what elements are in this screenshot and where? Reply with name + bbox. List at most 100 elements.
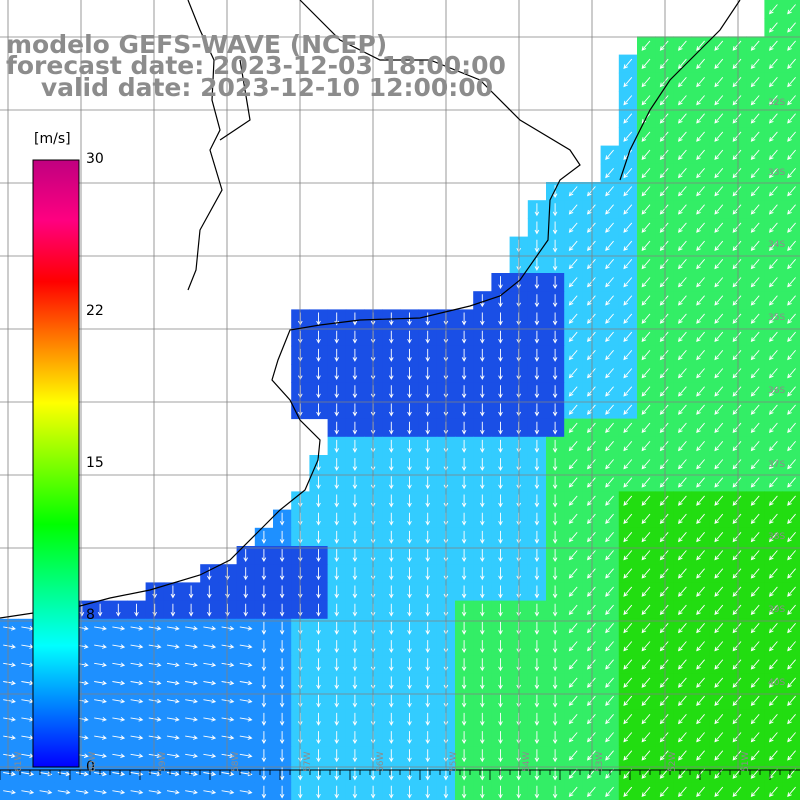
- wind-arrow: [498, 640, 503, 654]
- wind-arrow: [334, 567, 339, 581]
- wind-arrow: [552, 385, 558, 399]
- wind-arrow: [623, 113, 633, 124]
- wind-arrow: [586, 404, 596, 415]
- wind-arrow: [787, 313, 796, 324]
- wind-arrow: [732, 295, 742, 306]
- wind-arrow: [641, 277, 651, 288]
- wind-arrow: [750, 186, 760, 197]
- wind-arrow: [623, 604, 633, 616]
- wind-arrow: [623, 259, 633, 270]
- wind-arrow: [461, 785, 467, 799]
- wind-arrow: [768, 641, 778, 652]
- wind-arrow: [389, 567, 394, 581]
- wind-arrow: [641, 222, 651, 233]
- wind-arrow: [714, 586, 724, 597]
- wind-arrow: [696, 513, 705, 525]
- wind-arrow: [732, 40, 742, 51]
- wind-arrow: [696, 750, 705, 761]
- wind-arrow: [659, 149, 669, 161]
- wind-arrow: [112, 735, 126, 740]
- wind-arrow: [677, 168, 687, 179]
- wind-arrow: [568, 732, 578, 743]
- wind-arrow: [480, 676, 485, 690]
- wind-arrow: [148, 680, 162, 686]
- wind-arrow: [170, 585, 176, 599]
- wind-arrow: [334, 731, 339, 745]
- wind-arrow: [677, 368, 687, 379]
- wind-arrow: [714, 477, 724, 488]
- wind-arrow: [568, 404, 578, 415]
- wind-arrow: [641, 568, 651, 579]
- wind-arrow: [623, 331, 633, 343]
- wind-arrow: [787, 568, 796, 579]
- wind-arrow: [787, 732, 796, 743]
- wind-arrow: [732, 277, 742, 288]
- wind-arrow: [787, 714, 796, 725]
- wind-arrow: [534, 712, 540, 726]
- wind-arrow: [605, 295, 614, 306]
- wind-arrow: [641, 386, 651, 397]
- wind-arrow: [732, 659, 742, 670]
- wind-arrow: [316, 712, 321, 726]
- wind-arrow: [552, 658, 558, 672]
- wind-arrow: [498, 421, 503, 435]
- lon-label: 51W: [741, 751, 751, 772]
- wind-arrow: [623, 532, 633, 543]
- wind-arrow: [787, 295, 796, 306]
- wind-arrow: [112, 644, 126, 649]
- wind-arrow: [677, 550, 687, 561]
- wind-arrow: [696, 186, 705, 197]
- wind-arrow: [787, 386, 796, 397]
- wind-arrow: [768, 58, 778, 70]
- wind-arrow: [750, 222, 760, 233]
- wind-arrow: [677, 40, 687, 51]
- wind-arrow: [239, 717, 253, 722]
- wind-arrow: [714, 204, 724, 215]
- wind-arrow: [623, 404, 633, 415]
- wind-arrow: [461, 421, 467, 435]
- wind-arrow: [732, 204, 742, 215]
- wind-arrow: [732, 732, 742, 743]
- wind-arrow: [334, 348, 339, 362]
- wind-arrow: [461, 348, 467, 362]
- wind-arrow: [623, 495, 633, 506]
- wind-arrow: [732, 168, 742, 179]
- wind-arrow: [568, 313, 578, 324]
- wind-arrow: [787, 532, 796, 543]
- wind-arrow: [750, 149, 760, 161]
- wind-arrow: [714, 95, 724, 106]
- wind-arrow: [787, 677, 796, 688]
- wind-arrow: [586, 331, 596, 343]
- wind-arrow: [623, 477, 633, 488]
- wind-arrow: [334, 439, 339, 453]
- wind-arrow: [787, 477, 796, 488]
- wind-arrow: [768, 422, 778, 434]
- wind-arrow: [696, 404, 705, 415]
- wind-arrow: [732, 495, 742, 506]
- wind-arrow: [352, 694, 358, 708]
- wind-arrow: [334, 385, 339, 399]
- wind-arrow: [389, 621, 394, 635]
- wind-arrow: [112, 753, 126, 759]
- wind-arrow: [641, 331, 651, 343]
- wind-arrow: [605, 786, 614, 798]
- wind-arrow: [586, 259, 596, 270]
- wind-arrow: [148, 626, 162, 631]
- wind-arrow: [732, 131, 742, 142]
- wind-arrow: [714, 313, 724, 324]
- wind-arrow: [696, 641, 705, 652]
- wind-arrow: [750, 313, 760, 324]
- wind-arrow: [148, 662, 162, 668]
- wind-arrow: [112, 789, 126, 795]
- wind-arrow: [534, 749, 540, 763]
- wind-arrow: [461, 585, 467, 599]
- wind-arrow: [203, 753, 217, 759]
- wind-arrow: [750, 750, 760, 761]
- wind-arrow: [279, 603, 285, 617]
- wind-arrow: [768, 95, 778, 106]
- wind-arrow: [623, 786, 633, 798]
- wind-arrow: [261, 694, 267, 708]
- wind-arrow: [768, 477, 778, 488]
- wind-arrow: [768, 459, 778, 470]
